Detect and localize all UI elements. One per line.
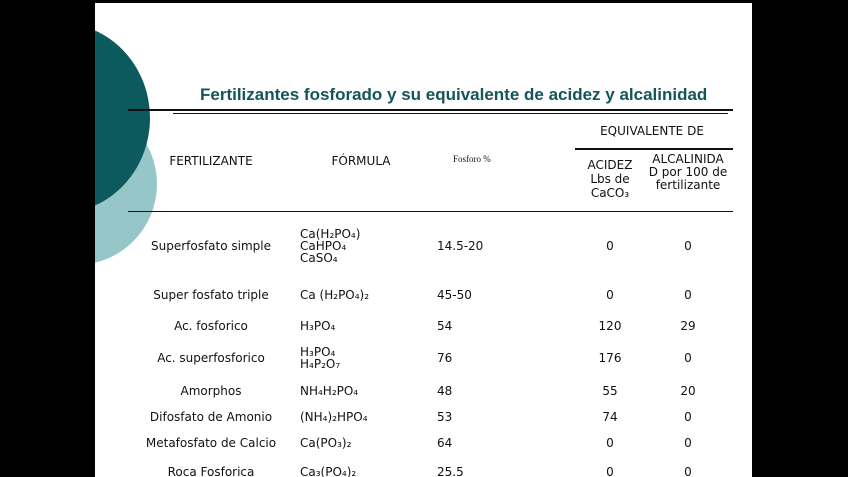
- cell-formula: H₃PO₄: [300, 319, 336, 333]
- cell-formula: Ca(H₂PO₄): [300, 227, 361, 241]
- cell-fosforo: 76: [437, 351, 453, 365]
- cell-fosforo: 48: [437, 384, 453, 398]
- cell-acidez: 0: [606, 288, 614, 302]
- divider: [128, 211, 733, 212]
- cell-acidez: 55: [602, 384, 618, 398]
- cell-formula: H₃PO₄: [300, 345, 336, 359]
- cell-fosforo: 14.5-20: [437, 239, 484, 253]
- cell-fertilizante: Superfosfato simple: [150, 239, 272, 253]
- cell-formula: CaSO₄: [300, 251, 338, 265]
- cell-alcalinidad: 0: [684, 410, 692, 424]
- cell-formula: Ca(PO₃)₂: [300, 436, 352, 450]
- header-formula: FÓRMULA: [331, 154, 391, 168]
- slide-title: Fertilizantes fosforado y su equivalente…: [200, 85, 708, 104]
- cell-fosforo: 64: [437, 436, 453, 450]
- divider: [128, 109, 733, 111]
- cell-fertilizante: Difosfato de Amonio: [149, 410, 273, 424]
- cell-alcalinidad: 0: [684, 288, 692, 302]
- divider: [173, 113, 728, 114]
- cell-acidez: 74: [602, 410, 618, 424]
- header-fertilizante: FERTILIZANTE: [169, 154, 253, 168]
- header-fosforo: Fosforo %: [453, 154, 491, 164]
- cell-alcalinidad: 0: [684, 436, 692, 450]
- cell-formula: (NH₄)₂HPO₄: [300, 410, 368, 424]
- cell-fosforo: 25.5: [437, 465, 464, 477]
- cell-alcalinidad: 0: [684, 465, 692, 477]
- cell-acidez: 0: [606, 436, 614, 450]
- cell-fosforo: 54: [437, 319, 453, 333]
- cell-fertilizante: Roca Fosforica: [167, 465, 255, 477]
- cell-formula: CaHPO₄: [300, 239, 347, 253]
- cell-alcalinidad: 0: [684, 351, 692, 365]
- cell-formula: NH₄H₂PO₄: [300, 384, 359, 398]
- cell-formula: H₄P₂O₇: [300, 357, 341, 371]
- cell-fertilizante: Ac. superfosforico: [157, 351, 265, 365]
- header-alcalinidad: ALCALINIDA D por 100 de fertilizante: [648, 152, 728, 192]
- cell-fertilizante: Ac. fosforico: [174, 319, 248, 333]
- cell-alcalinidad: 0: [684, 239, 692, 253]
- cell-fertilizante: Amorphos: [180, 384, 242, 398]
- cell-formula: Ca (H₂PO₄)₂: [300, 288, 370, 302]
- slide: Fertilizantes fosforado y su equivalente…: [95, 3, 752, 477]
- cell-acidez: 0: [606, 239, 614, 253]
- cell-acidez: 0: [606, 465, 614, 477]
- cell-formula: Ca₃(PO₄)₂: [300, 465, 357, 477]
- divider: [575, 148, 733, 150]
- cell-acidez: 176: [598, 351, 622, 365]
- cell-fertilizante: Metafosfato de Calcio: [145, 436, 277, 450]
- cell-fertilizante: Super fosfato triple: [153, 288, 269, 302]
- cell-alcalinidad: 29: [680, 319, 696, 333]
- cell-alcalinidad: 20: [680, 384, 696, 398]
- header-acidez: ACIDEZ Lbs de CaCO₃: [587, 158, 633, 200]
- cell-acidez: 120: [598, 319, 622, 333]
- cell-fosforo: 53: [437, 410, 453, 424]
- header-equivalente: EQUIVALENTE DE: [600, 124, 704, 138]
- cell-fosforo: 45-50: [437, 288, 472, 302]
